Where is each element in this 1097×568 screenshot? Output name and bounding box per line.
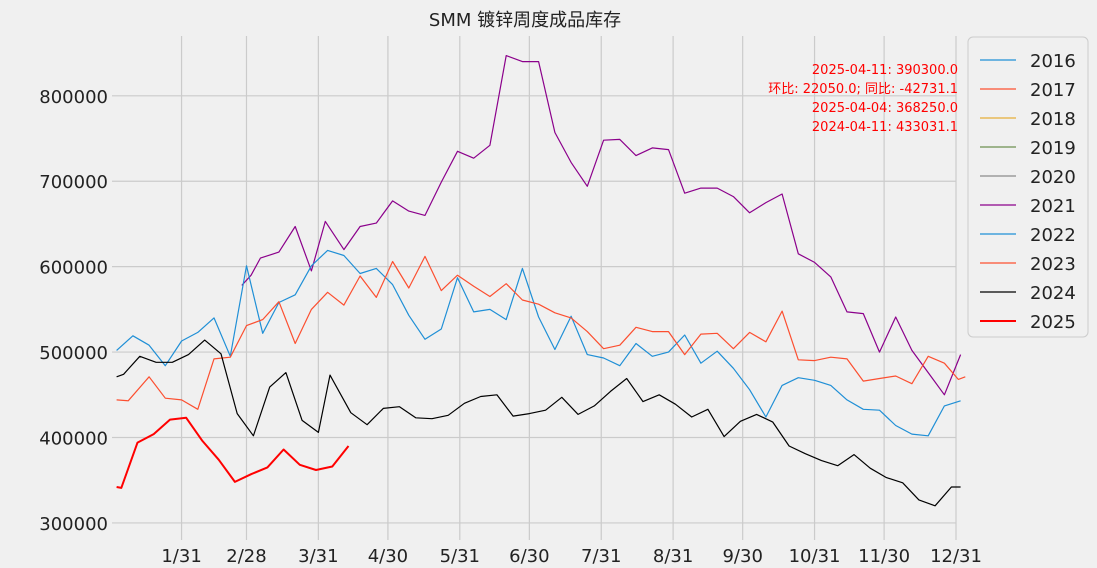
- y-tick-label: 500000: [39, 343, 108, 364]
- legend-label: 2017: [1030, 80, 1076, 101]
- legend-label: 2025: [1030, 312, 1076, 333]
- x-tick-label: 10/31: [789, 546, 841, 567]
- annotation-box: 2025-04-11: 390300.0 环比: 22050.0; 同比: -42…: [768, 63, 958, 135]
- legend-frame: [967, 36, 1089, 338]
- x-tick-label: 11/30: [858, 546, 910, 567]
- y-tick-label: 700000: [39, 172, 108, 193]
- x-tick-label: 6/30: [509, 546, 549, 567]
- legend-label: 2018: [1030, 109, 1076, 130]
- axis-labels: 300000 400000 500000 600000 700000 800000 1/31…: [39, 87, 982, 567]
- x-tick-label: 4/30: [368, 546, 408, 567]
- legend-label: 2019: [1030, 138, 1076, 159]
- x-tick-label: 5/31: [440, 546, 480, 567]
- grid-lines: [112, 36, 957, 540]
- legend-label: 2022: [1030, 225, 1076, 246]
- x-tick-label: 8/31: [653, 546, 693, 567]
- legend-label: 2020: [1030, 167, 1076, 188]
- legend-label: 2016: [1030, 51, 1076, 72]
- series-line-2025: [116, 416, 350, 489]
- x-tick-label: 9/30: [722, 546, 762, 567]
- series-line-2024: [116, 339, 961, 507]
- legend-label: 2023: [1030, 254, 1076, 275]
- series-line-2022: [116, 249, 961, 437]
- legend: 2016 2017 2018 2019 2020 2021 2022 2023 2024 2025: [967, 36, 1089, 338]
- legend-label: 2021: [1030, 196, 1076, 217]
- x-tick-label: 7/31: [581, 546, 621, 567]
- x-tick-label: 3/31: [298, 546, 338, 567]
- annotation-line: 环比: 22050.0; 同比: -42731.1: [768, 82, 958, 97]
- series-lines: [116, 54, 966, 507]
- y-tick-label: 300000: [39, 514, 108, 535]
- series-line-2023: [116, 255, 966, 410]
- y-tick-label: 800000: [39, 87, 108, 108]
- x-tick-label: 2/28: [226, 546, 266, 567]
- annotation-line: 2025-04-04: 368250.0: [812, 101, 958, 116]
- y-tick-label: 600000: [39, 258, 108, 279]
- x-tick-label: 1/31: [161, 546, 201, 567]
- legend-label: 2024: [1030, 283, 1076, 304]
- annotation-line: 2025-04-11: 390300.0: [812, 63, 958, 78]
- chart-title: SMM 镀锌周度成品库存: [429, 10, 621, 31]
- series-line-2021: [241, 54, 962, 396]
- y-tick-label: 400000: [39, 428, 108, 449]
- x-tick-label: 12/31: [930, 546, 982, 567]
- annotation-line: 2024-04-11: 433031.1: [812, 120, 958, 135]
